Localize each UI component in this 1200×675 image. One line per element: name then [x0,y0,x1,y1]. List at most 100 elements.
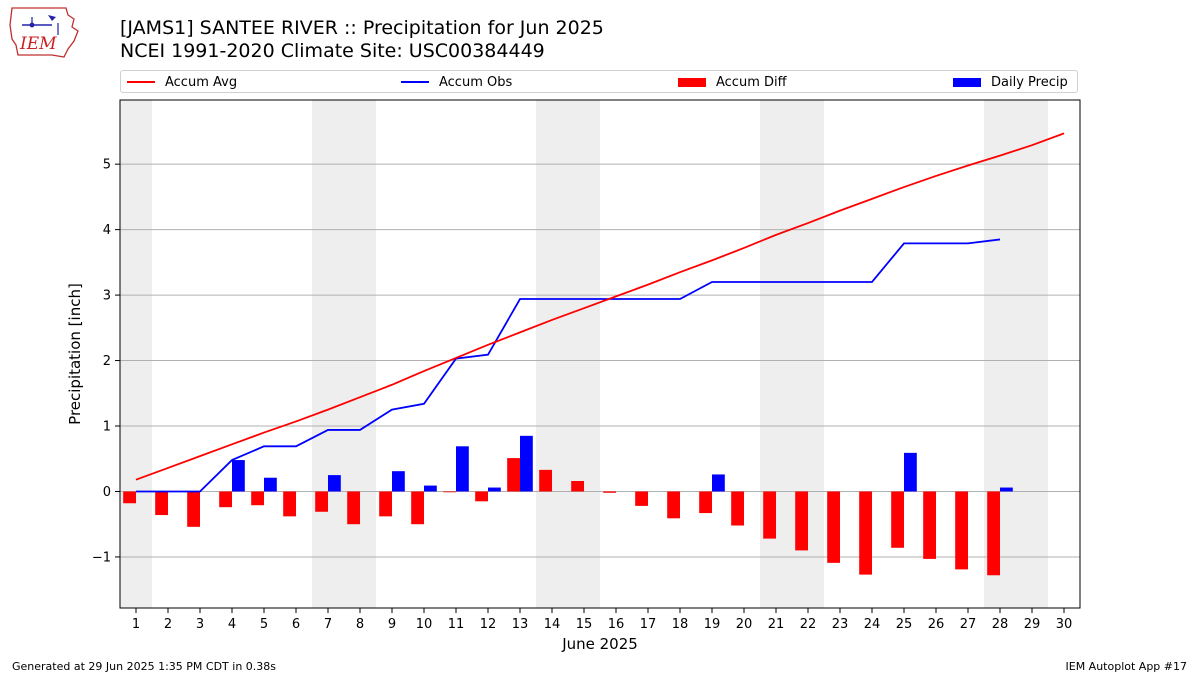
x-tick-label-15: 15 [576,617,593,632]
x-tick-label-7: 7 [324,617,332,632]
accum-diff-bar-21 [763,491,776,539]
legend-daily-precip-label: Daily Precip [991,74,1068,90]
x-tick-label-8: 8 [356,617,364,632]
accum-diff-bar-10 [411,491,424,525]
chart-subtitle: NCEI 1991-2020 Climate Site: USC00384449 [120,40,545,62]
x-tick-label-1: 1 [132,617,140,632]
accum-diff-bar-7 [315,491,328,512]
x-axis-label: June 2025 [561,635,638,653]
x-tick-label-24: 24 [864,617,881,632]
y-tick-label-2: 2 [103,354,111,369]
accum-diff-bar-27 [955,491,968,570]
footer-app: IEM Autoplot App #17 [1065,660,1188,673]
legend-daily-precip-swatch [953,77,981,87]
x-tick-label-2: 2 [164,617,172,632]
legend: Accum Avg Accum Obs Accum Diff Daily Pre… [120,70,1078,93]
legend-accum-avg: Accum Avg [127,74,237,90]
accum-diff-bar-13 [507,458,520,492]
weekend-shade-8 [344,100,376,608]
footer-generated: Generated at 29 Jun 2025 1:35 PM CDT in … [12,660,277,673]
x-tick-label-13: 13 [512,617,529,632]
y-tick-label-1: 1 [103,420,111,435]
accum-diff-bar-22 [795,491,808,551]
accum-diff-bar-17 [635,491,648,506]
accum-diff-bar-23 [827,491,840,563]
daily-precip-bar-13 [520,435,533,492]
y-tick-label-5: 5 [103,158,111,173]
legend-accum-obs-swatch [401,81,429,83]
x-tick-label-5: 5 [260,617,268,632]
weekend-shade-1 [120,100,152,608]
accum-diff-bar-9 [379,491,392,517]
x-tick-label-9: 9 [388,617,396,632]
accum-diff-bar-18 [667,491,680,519]
x-tick-label-6: 6 [292,617,300,632]
daily-precip-bar-7 [328,475,341,492]
y-tick-label-3: 3 [103,289,111,304]
x-tick-label-17: 17 [640,617,657,632]
accum-diff-bar-26 [923,491,936,559]
legend-accum-avg-label: Accum Avg [165,74,238,90]
y-tick-label-0: 0 [103,485,111,500]
x-tick-label-21: 21 [768,617,785,632]
daily-precip-bar-9 [392,471,405,492]
accum-diff-bar-16 [603,491,616,493]
daily-precip-bar-4 [232,460,245,492]
accum-diff-bar-15 [571,481,584,492]
x-tick-label-3: 3 [196,617,204,632]
legend-daily-precip: Daily Precip [953,74,1068,90]
accum-diff-bar-2 [155,491,168,516]
plot-frame [119,99,1081,609]
daily-precip-bar-11 [456,446,469,492]
accum-diff-bar-1 [123,491,136,504]
x-tick-label-4: 4 [228,617,236,632]
x-tick-label-27: 27 [960,617,977,632]
x-tick-label-10: 10 [416,617,433,632]
accum-diff-bar-3 [187,491,200,527]
weekend-shade-14 [536,100,568,608]
legend-accum-obs: Accum Obs [401,74,512,90]
x-tick-label-14: 14 [544,617,561,632]
accum-diff-bar-28 [987,491,1000,576]
legend-accum-avg-swatch [127,81,155,83]
iem-logo: IEM [9,7,79,58]
x-tick-label-26: 26 [928,617,945,632]
legend-accum-diff: Accum Diff [678,74,787,90]
daily-precip-bar-28 [1000,487,1013,492]
accum-diff-bar-4 [219,491,232,508]
accum-diff-bar-12 [475,491,488,502]
x-tick-label-30: 30 [1056,617,1073,632]
daily-precip-bar-19 [712,474,725,492]
accum-diff-bar-20 [731,491,744,526]
daily-precip-bar-12 [488,487,501,492]
y-tick-label-4: 4 [103,223,111,238]
accum-diff-bar-6 [283,491,296,517]
weekend-shade-15 [568,100,600,608]
logo-text: IEM [19,34,57,54]
daily-precip-bar-10 [424,485,437,492]
legend-accum-obs-label: Accum Obs [439,74,513,90]
x-tick-label-20: 20 [736,617,753,632]
weekend-shade-29 [1016,100,1048,608]
x-tick-label-11: 11 [448,617,465,632]
x-tick-label-18: 18 [672,617,689,632]
x-tick-label-23: 23 [832,617,849,632]
x-tick-label-16: 16 [608,617,625,632]
x-tick-label-19: 19 [704,617,721,632]
weekend-shade-7 [312,100,344,608]
daily-precip-bar-5 [264,477,277,492]
accum-diff-bar-19 [699,491,712,514]
y-axis-label: Precipitation [inch] [66,283,84,425]
accum-diff-bar-5 [251,491,264,506]
legend-accum-diff-swatch [678,77,706,87]
accum-diff-bar-8 [347,491,360,525]
accum-obs-line [136,238,1001,493]
daily-precip-bar-25 [904,452,917,492]
x-tick-label-25: 25 [896,617,913,632]
accum-diff-bar-25 [891,491,904,548]
y-tick-label--1: −1 [92,550,111,565]
accum-diff-bar-11 [443,491,456,493]
x-tick-label-29: 29 [1024,617,1041,632]
x-tick-label-28: 28 [992,617,1009,632]
